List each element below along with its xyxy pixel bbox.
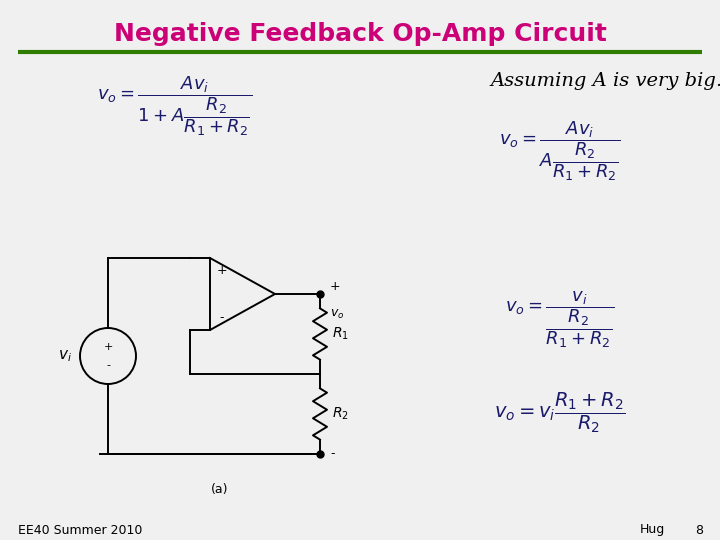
Text: $v_o$: $v_o$ (330, 308, 344, 321)
Text: (a): (a) (211, 483, 229, 496)
Text: +: + (330, 280, 341, 293)
Text: +: + (103, 342, 113, 352)
Text: $\boldsymbol{v_o} = \dfrac{Av_i}{A\dfrac{R_2}{R_1 + R_2}}$: $\boldsymbol{v_o} = \dfrac{Av_i}{A\dfrac… (499, 120, 621, 183)
Text: 8: 8 (695, 523, 703, 537)
Text: -: - (220, 312, 224, 325)
Text: Negative Feedback Op-Amp Circuit: Negative Feedback Op-Amp Circuit (114, 22, 606, 46)
Text: $\boldsymbol{v_o} = \dfrac{Av_i}{1 + A\dfrac{R_2}{R_1+R_2}}$: $\boldsymbol{v_o} = \dfrac{Av_i}{1 + A\d… (97, 75, 253, 138)
Text: $v_i$: $v_i$ (58, 348, 72, 364)
Text: Assuming A is very big…: Assuming A is very big… (490, 72, 720, 90)
Text: +: + (217, 264, 228, 276)
Text: -: - (106, 360, 110, 370)
Text: $\boldsymbol{v_o} = v_i\dfrac{R_1 + R_2}{R_2}$: $\boldsymbol{v_o} = v_i\dfrac{R_1 + R_2}… (494, 390, 626, 435)
Text: $R_1$: $R_1$ (332, 326, 349, 342)
Text: -: - (330, 448, 335, 461)
Text: Hug: Hug (640, 523, 665, 537)
Text: $\boldsymbol{v_o} = \dfrac{v_i}{\dfrac{R_2}{R_1 + R_2}}$: $\boldsymbol{v_o} = \dfrac{v_i}{\dfrac{R… (505, 290, 615, 350)
Text: $R_2$: $R_2$ (332, 406, 349, 422)
Text: EE40 Summer 2010: EE40 Summer 2010 (18, 523, 143, 537)
